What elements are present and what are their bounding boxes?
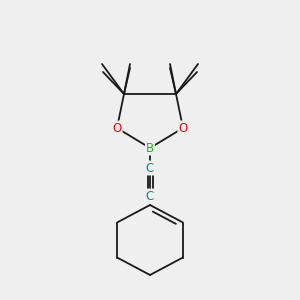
Text: B: B [146,142,154,154]
Text: O: O [178,122,188,134]
Text: C: C [146,161,154,175]
Text: C: C [146,190,154,202]
Text: O: O [112,122,122,134]
